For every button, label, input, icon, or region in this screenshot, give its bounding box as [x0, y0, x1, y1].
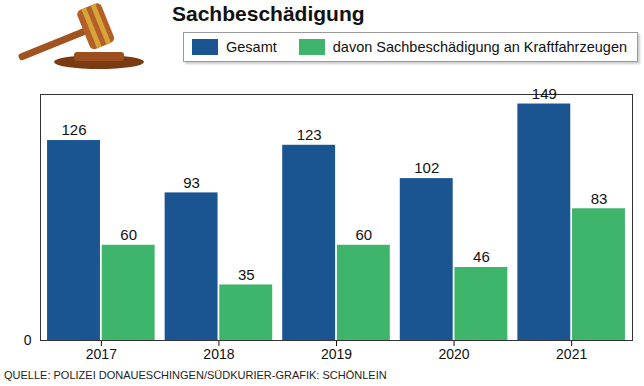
svg-text:60: 60	[120, 226, 137, 243]
svg-text:46: 46	[473, 248, 490, 265]
svg-text:2021: 2021	[556, 346, 587, 362]
svg-text:123: 123	[297, 126, 322, 143]
svg-text:102: 102	[414, 159, 439, 176]
svg-text:149: 149	[532, 85, 557, 102]
svg-text:93: 93	[183, 174, 200, 191]
svg-text:0: 0	[24, 332, 32, 348]
html-text:davon Sachbeschädigung an Kraf: davon Sachbeschädigung an Kraftfahrzeuge…	[332, 39, 627, 55]
html-text:Gesamt: Gesamt	[226, 39, 277, 55]
svg-text:35: 35	[238, 266, 255, 283]
svg-text:2019: 2019	[321, 346, 352, 362]
svg-text:126: 126	[61, 121, 86, 138]
html-text:QUELLE: POLIZEI DONAUESCHINGEN: QUELLE: POLIZEI DONAUESCHINGEN/SÜDKURIER…	[4, 369, 387, 381]
svg-text:83: 83	[591, 190, 608, 207]
svg-text:2020: 2020	[438, 346, 469, 362]
svg-text:2017: 2017	[86, 346, 117, 362]
svg-text:2018: 2018	[203, 346, 234, 362]
svg-text:60: 60	[355, 226, 372, 243]
html-text:Sachbeschädigung: Sachbeschädigung	[172, 2, 365, 25]
